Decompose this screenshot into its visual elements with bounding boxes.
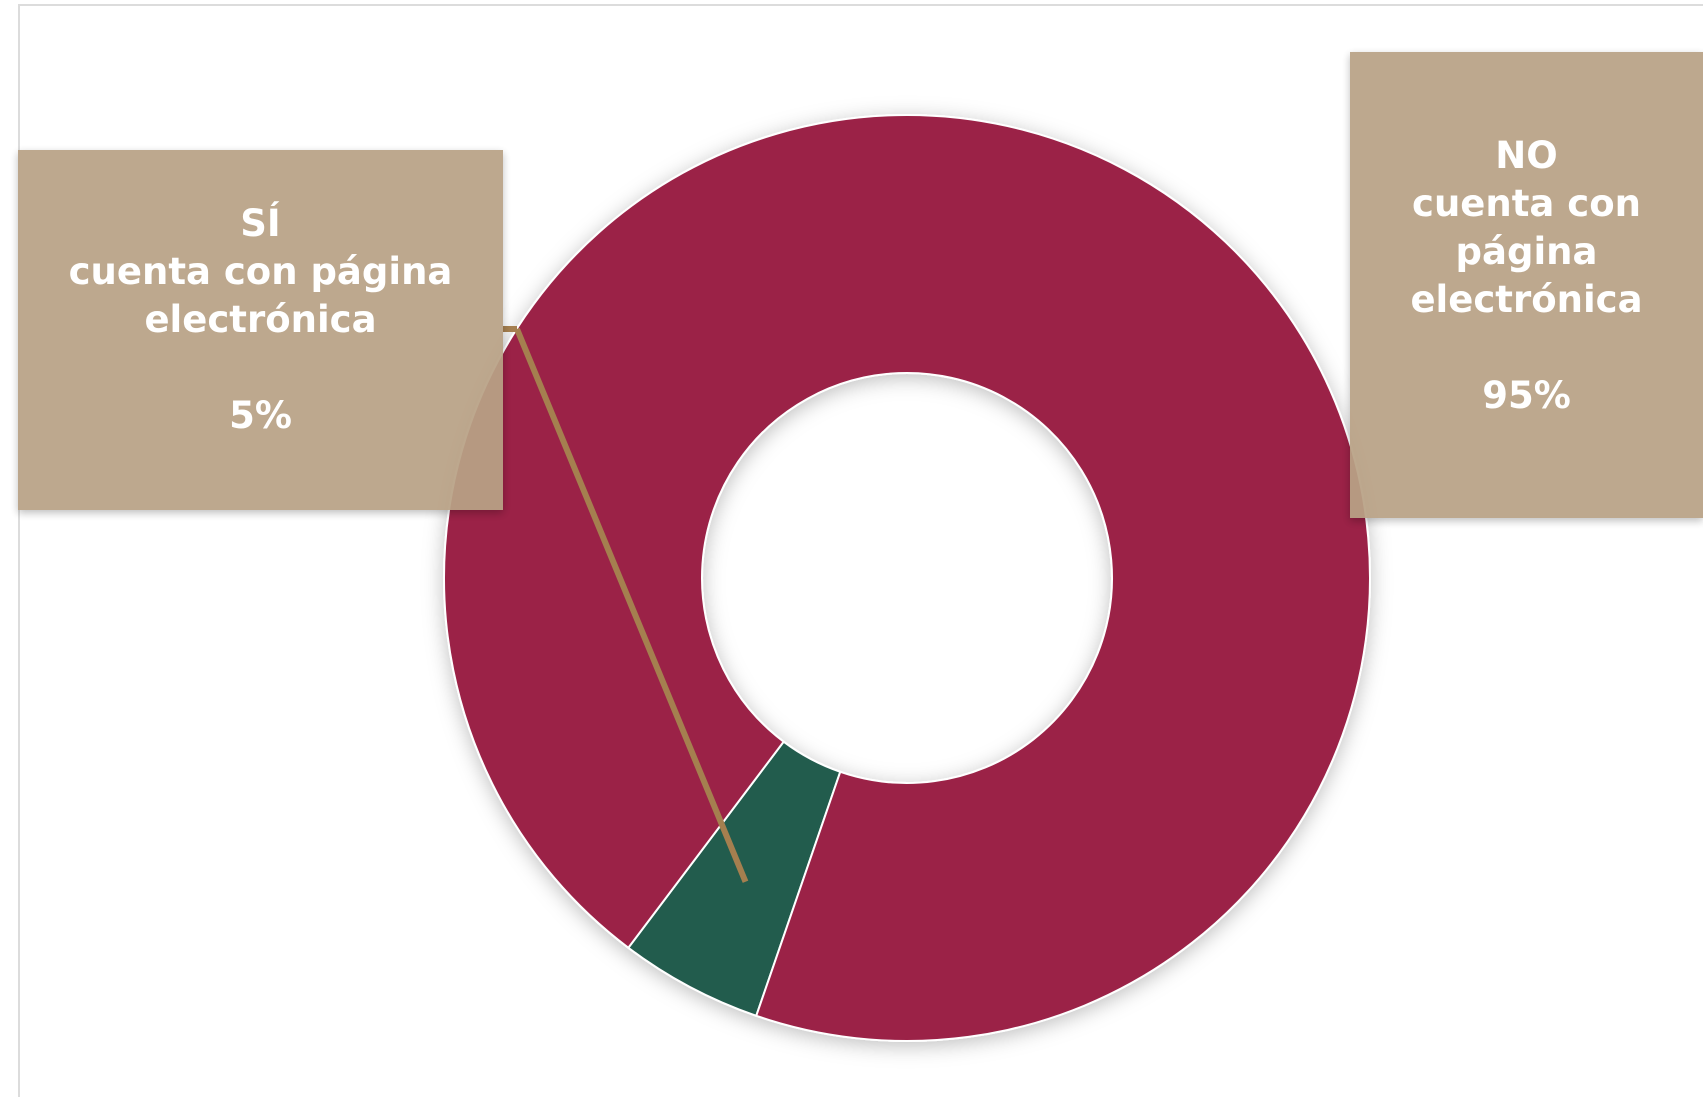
label-box-si: SÍ cuenta con página electrónica 5% [18, 150, 503, 510]
slice-label-si-category: SÍ cuenta con página electrónica [68, 202, 453, 341]
leader-line [514, 327, 749, 883]
slice-no [443, 114, 1371, 1042]
label-box-no: NO cuenta con página electrónica 95% [1350, 52, 1703, 518]
slice-label-no-value: 95% [1482, 374, 1571, 417]
slice-label-si-value: 5% [229, 394, 292, 437]
slice-label-no-category: NO cuenta con página electrónica [1410, 134, 1643, 321]
